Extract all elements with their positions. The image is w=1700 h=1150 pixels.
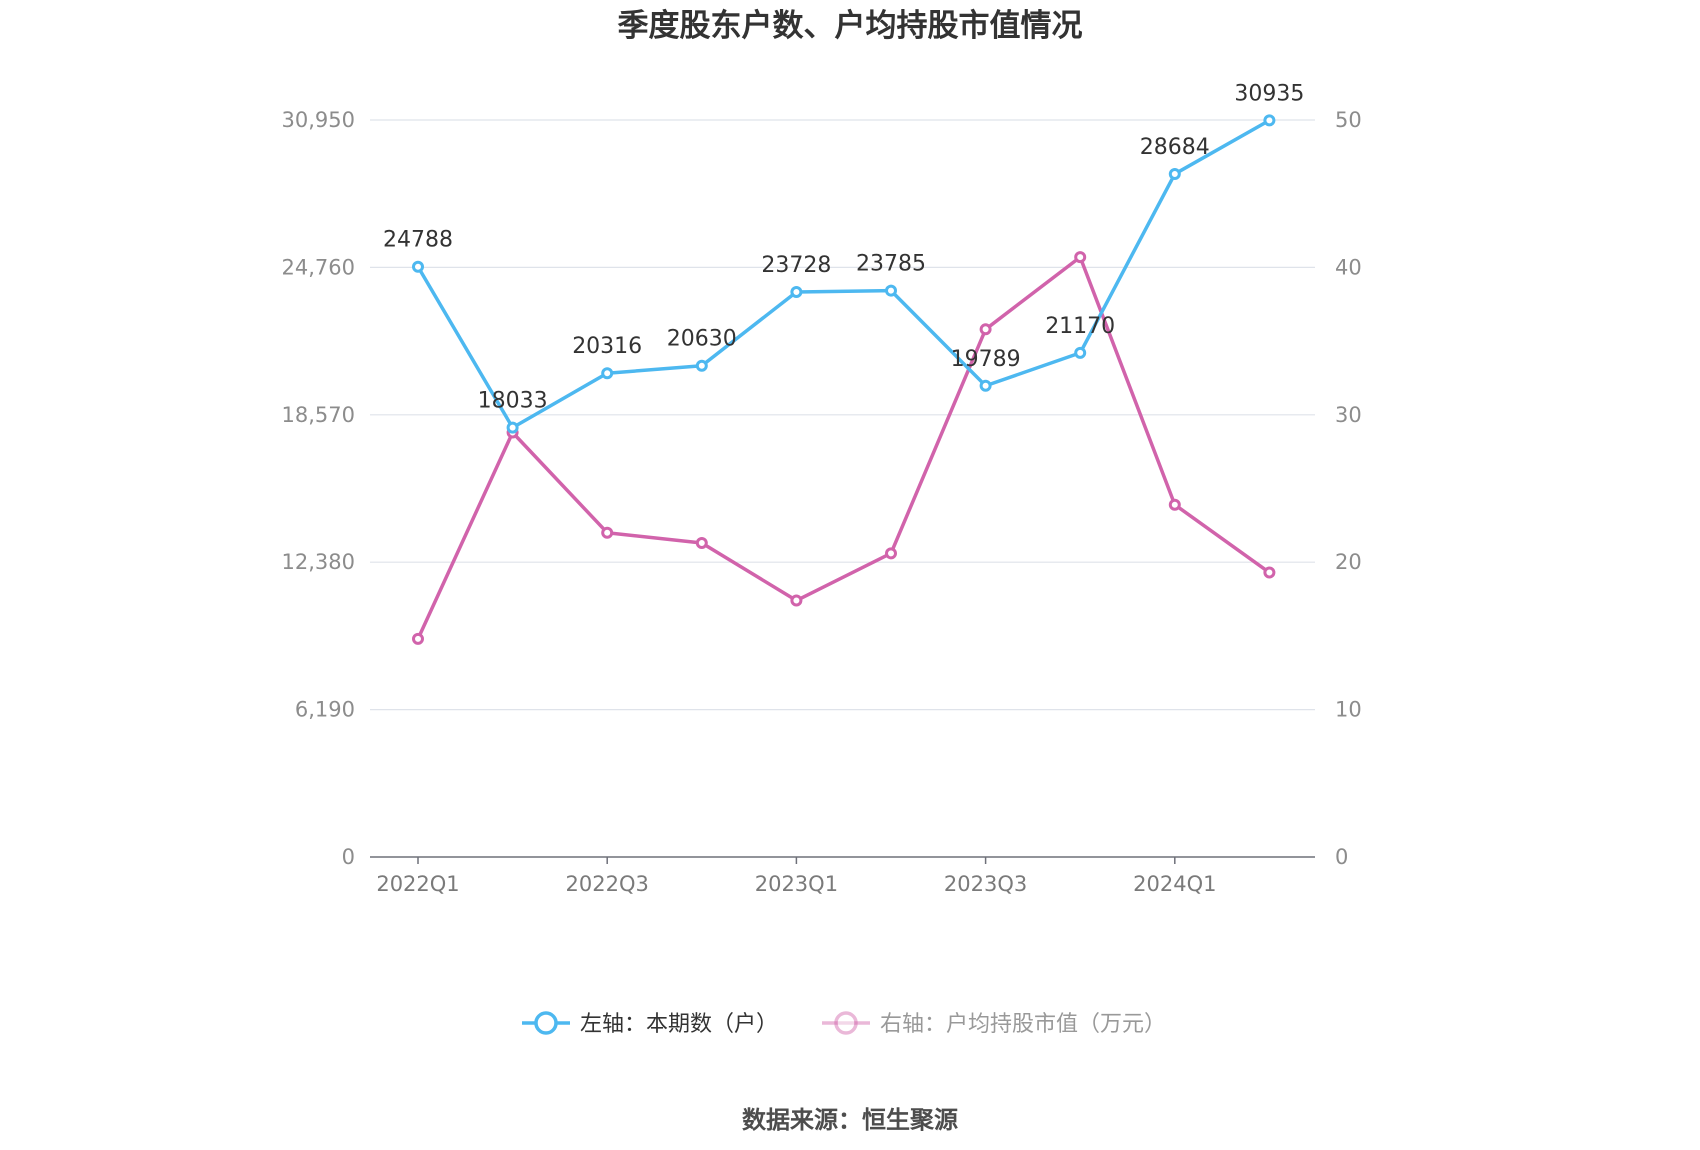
data-point-right[interactable]: [601, 526, 614, 539]
data-label: 30935: [1234, 81, 1304, 106]
data-label: 21170: [1045, 314, 1115, 339]
data-label: 18033: [478, 389, 548, 414]
legend-label-left-series: 左轴：本期数（户）: [580, 1012, 778, 1037]
source-note: 数据来源：恒生聚源: [742, 1106, 958, 1134]
data-point-left[interactable]: [1263, 114, 1276, 127]
data-point-left[interactable]: [979, 379, 992, 392]
data-point-left[interactable]: [790, 285, 803, 298]
right-axis-tick-label: 30: [1335, 403, 1362, 427]
data-label: 24788: [383, 228, 453, 253]
x-axis-tick-label: 2022Q1: [376, 872, 459, 896]
x-axis-tick-label: 2024Q1: [1133, 872, 1216, 896]
legend-swatch-marker: [534, 1011, 558, 1035]
right-axis-tick-label: 50: [1335, 108, 1362, 132]
data-point-left[interactable]: [1168, 167, 1181, 180]
x-axis-tick-label: 2022Q3: [566, 872, 649, 896]
legend-item-right-series[interactable]: 右轴：户均持股市值（万元）: [822, 1011, 1166, 1037]
axes: 0 0 6,190 10 12,380 20 18,570 30 24,760 40 30,950 5…: [282, 108, 1362, 896]
grid-lines: [370, 119, 1315, 711]
data-point-left[interactable]: [885, 284, 897, 297]
data-label: 19789: [951, 347, 1021, 372]
right-axis-tick-label: 0: [1335, 845, 1348, 869]
data-point-left[interactable]: [1074, 346, 1087, 359]
data-point-right[interactable]: [412, 632, 424, 645]
data-label: 28684: [1140, 135, 1210, 160]
data-point-left[interactable]: [601, 367, 614, 380]
chart-title: 季度股东户数、户均持股市值情况: [618, 8, 1083, 44]
data-point-right[interactable]: [695, 537, 708, 550]
data-point-right[interactable]: [1263, 566, 1276, 579]
left-axis-tick-label: 30,950: [282, 108, 355, 132]
left-axis-tick-label: 6,190: [295, 698, 355, 722]
data-point-left[interactable]: [412, 260, 424, 273]
left-axis-tick-label: 0: [342, 845, 355, 869]
right-axis-tick-label: 40: [1335, 255, 1362, 279]
data-point-right[interactable]: [1168, 498, 1181, 511]
data-label: 20316: [572, 334, 642, 359]
right-axis-tick-label: 10: [1335, 698, 1362, 722]
data-point-right[interactable]: [790, 594, 803, 607]
legend-label-right-series: 右轴：户均持股市值（万元）: [880, 1012, 1166, 1037]
legend-swatch-marker: [834, 1011, 858, 1035]
series-lines: [412, 114, 1276, 645]
x-axis-tick-label: 2023Q1: [755, 872, 838, 896]
data-point-left[interactable]: [695, 359, 708, 372]
left-axis-tick-label: 18,570: [282, 403, 355, 427]
right-axis-tick-label: 20: [1335, 550, 1362, 574]
data-point-right[interactable]: [1074, 251, 1087, 264]
data-label: 23785: [856, 252, 926, 277]
x-axis-tick-label: 2023Q3: [944, 872, 1027, 896]
data-point-left[interactable]: [506, 421, 519, 434]
data-point-right[interactable]: [979, 323, 992, 336]
data-point-right[interactable]: [885, 547, 897, 560]
series-line-left: [416, 118, 1271, 430]
data-label: 20630: [667, 327, 737, 352]
left-axis-tick-label: 24,760: [282, 255, 355, 279]
series-line-right: [416, 255, 1271, 640]
data-labels: 24788 18033 20316 20630 23728 23785 19789 21170…: [383, 81, 1304, 413]
legend: 左轴：本期数（户） 右轴：户均持股市值（万元）: [522, 1011, 1166, 1037]
data-label: 23728: [761, 253, 831, 278]
left-axis-tick-label: 12,380: [282, 550, 355, 574]
legend-item-left-series[interactable]: 左轴：本期数（户）: [522, 1011, 778, 1037]
